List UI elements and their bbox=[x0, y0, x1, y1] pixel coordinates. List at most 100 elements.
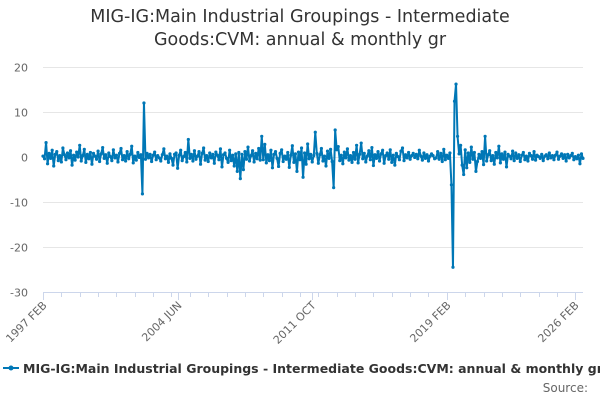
data-point bbox=[261, 158, 265, 162]
data-point bbox=[238, 177, 242, 181]
data-point bbox=[575, 157, 579, 161]
data-point bbox=[44, 141, 48, 145]
data-point bbox=[327, 156, 331, 160]
data-point bbox=[292, 160, 296, 164]
data-point bbox=[445, 153, 449, 157]
data-point bbox=[312, 154, 316, 158]
data-point bbox=[200, 151, 204, 155]
data-point bbox=[177, 153, 181, 157]
data-point bbox=[579, 152, 584, 156]
data-point bbox=[247, 159, 252, 163]
legend[interactable]: MIG-IG:Main Industrial Groupings - Inter… bbox=[0, 360, 600, 378]
data-point bbox=[315, 151, 319, 155]
data-point bbox=[117, 151, 122, 155]
data-point bbox=[64, 158, 68, 162]
data-point bbox=[208, 151, 212, 155]
data-point bbox=[176, 166, 180, 170]
chart-title-line-1: MIG-IG:Main Industrial Groupings - Inter… bbox=[90, 7, 510, 27]
data-point bbox=[188, 156, 192, 160]
data-point bbox=[140, 192, 145, 196]
data-point bbox=[436, 150, 440, 154]
legend-label: MIG-IG:Main Industrial Groupings - Inter… bbox=[23, 361, 600, 376]
data-point bbox=[403, 153, 408, 157]
data-point bbox=[267, 159, 271, 163]
data-point bbox=[333, 128, 337, 132]
data-point bbox=[104, 153, 108, 157]
data-point bbox=[328, 147, 333, 151]
data-point bbox=[454, 82, 458, 86]
data-point bbox=[408, 157, 412, 161]
data-point bbox=[318, 153, 322, 157]
data-point bbox=[75, 150, 79, 154]
data-point bbox=[514, 151, 518, 155]
data-point bbox=[469, 145, 473, 149]
data-point bbox=[356, 161, 360, 165]
data-point bbox=[509, 157, 513, 161]
data-point bbox=[345, 147, 350, 151]
data-point bbox=[264, 161, 268, 165]
data-point bbox=[564, 159, 568, 163]
data-point bbox=[249, 154, 253, 158]
data-point bbox=[150, 159, 154, 164]
data-point bbox=[492, 162, 496, 166]
data-point bbox=[195, 154, 200, 158]
data-point bbox=[73, 158, 77, 162]
data-point bbox=[220, 165, 224, 169]
data-point bbox=[553, 153, 558, 157]
chart-title-line-2: Goods:CVM: annual & monthly gr bbox=[153, 30, 447, 50]
data-point bbox=[480, 150, 484, 154]
data-point bbox=[485, 159, 489, 163]
data-point bbox=[49, 156, 53, 160]
data-point bbox=[258, 158, 262, 162]
data-point bbox=[515, 156, 519, 160]
credits-source[interactable]: Source: bbox=[542, 381, 588, 395]
data-point bbox=[325, 149, 330, 153]
data-point bbox=[62, 153, 67, 157]
data-point bbox=[449, 183, 454, 187]
data-point bbox=[466, 151, 470, 155]
data-point bbox=[299, 146, 304, 150]
data-point bbox=[124, 159, 128, 163]
data-point bbox=[228, 148, 232, 152]
data-point bbox=[273, 150, 278, 154]
data-point bbox=[194, 157, 198, 161]
data-point bbox=[53, 152, 57, 156]
data-point bbox=[212, 161, 216, 165]
data-point bbox=[530, 157, 535, 161]
data-point bbox=[96, 149, 100, 153]
data-point bbox=[411, 151, 415, 155]
data-point bbox=[45, 162, 50, 166]
data-point bbox=[206, 159, 210, 164]
data-point bbox=[50, 148, 54, 152]
data-point bbox=[293, 152, 298, 156]
data-point bbox=[523, 158, 527, 162]
data-point bbox=[570, 151, 574, 155]
data-point bbox=[136, 150, 140, 155]
data-point bbox=[218, 147, 223, 151]
data-point bbox=[113, 156, 117, 160]
data-point bbox=[431, 154, 435, 158]
data-point bbox=[377, 159, 382, 163]
data-point bbox=[550, 154, 555, 158]
data-point bbox=[298, 158, 302, 162]
data-point bbox=[289, 153, 293, 157]
data-point bbox=[209, 156, 213, 160]
data-point bbox=[524, 154, 529, 158]
data-point bbox=[120, 158, 125, 162]
data-point bbox=[107, 151, 111, 155]
data-point bbox=[59, 160, 63, 164]
data-point bbox=[163, 157, 167, 161]
data-point bbox=[481, 163, 486, 167]
data-point bbox=[139, 153, 143, 157]
data-point bbox=[143, 157, 148, 161]
data-point bbox=[367, 149, 371, 153]
data-point bbox=[192, 149, 197, 153]
data-point bbox=[538, 156, 542, 160]
data-point bbox=[243, 150, 247, 154]
data-point bbox=[154, 158, 158, 162]
data-point bbox=[373, 153, 377, 157]
data-point bbox=[116, 160, 120, 164]
data-point bbox=[351, 150, 356, 155]
data-point bbox=[361, 157, 365, 161]
data-point bbox=[417, 148, 421, 152]
